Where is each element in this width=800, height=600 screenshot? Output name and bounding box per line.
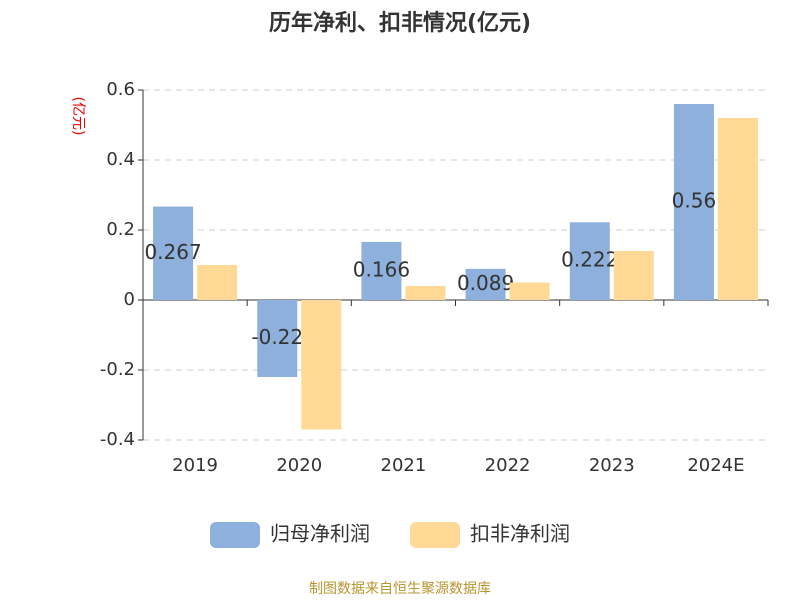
x-tick-label: 2024E <box>687 455 744 476</box>
data-label: 0.267 <box>144 240 201 264</box>
data-label: 0.166 <box>353 257 410 281</box>
chart-title: 历年净利、扣非情况(亿元) <box>269 10 531 36</box>
source-note: 制图数据来自恒生聚源数据库 <box>309 581 491 597</box>
bar <box>197 265 238 300</box>
bar <box>361 241 402 300</box>
legend-swatch <box>210 522 260 548</box>
x-tick-label: 2019 <box>172 455 218 476</box>
y-tick-label: -0.4 <box>100 429 135 450</box>
y-tick-label: 0.6 <box>106 79 135 100</box>
bar <box>405 286 446 300</box>
data-label: -0.22 <box>251 325 303 349</box>
bar <box>301 300 342 430</box>
bar <box>569 222 610 300</box>
y-tick-label: -0.2 <box>100 359 135 380</box>
data-label: 0.222 <box>561 248 618 272</box>
y-axis-label: (亿元) <box>70 97 86 136</box>
bar <box>153 206 194 300</box>
x-tick-label: 2020 <box>276 455 322 476</box>
bar <box>613 251 654 300</box>
bar <box>717 118 758 300</box>
legend-label: 归母净利润 <box>270 522 370 546</box>
data-label: 0.56 <box>672 189 717 213</box>
x-tick-label: 2021 <box>381 455 427 476</box>
y-tick-label: 0.4 <box>106 149 135 170</box>
y-tick-label: 0 <box>124 289 135 310</box>
data-label: 0.089 <box>457 271 514 295</box>
legend-swatch <box>410 522 460 548</box>
bar <box>465 268 506 300</box>
bar <box>673 104 714 300</box>
bar <box>509 282 550 300</box>
y-tick-label: 0.2 <box>106 219 135 240</box>
x-tick-label: 2022 <box>485 455 531 476</box>
legend-label: 扣非净利润 <box>470 522 570 546</box>
x-tick-label: 2023 <box>589 455 635 476</box>
bar <box>257 300 298 377</box>
